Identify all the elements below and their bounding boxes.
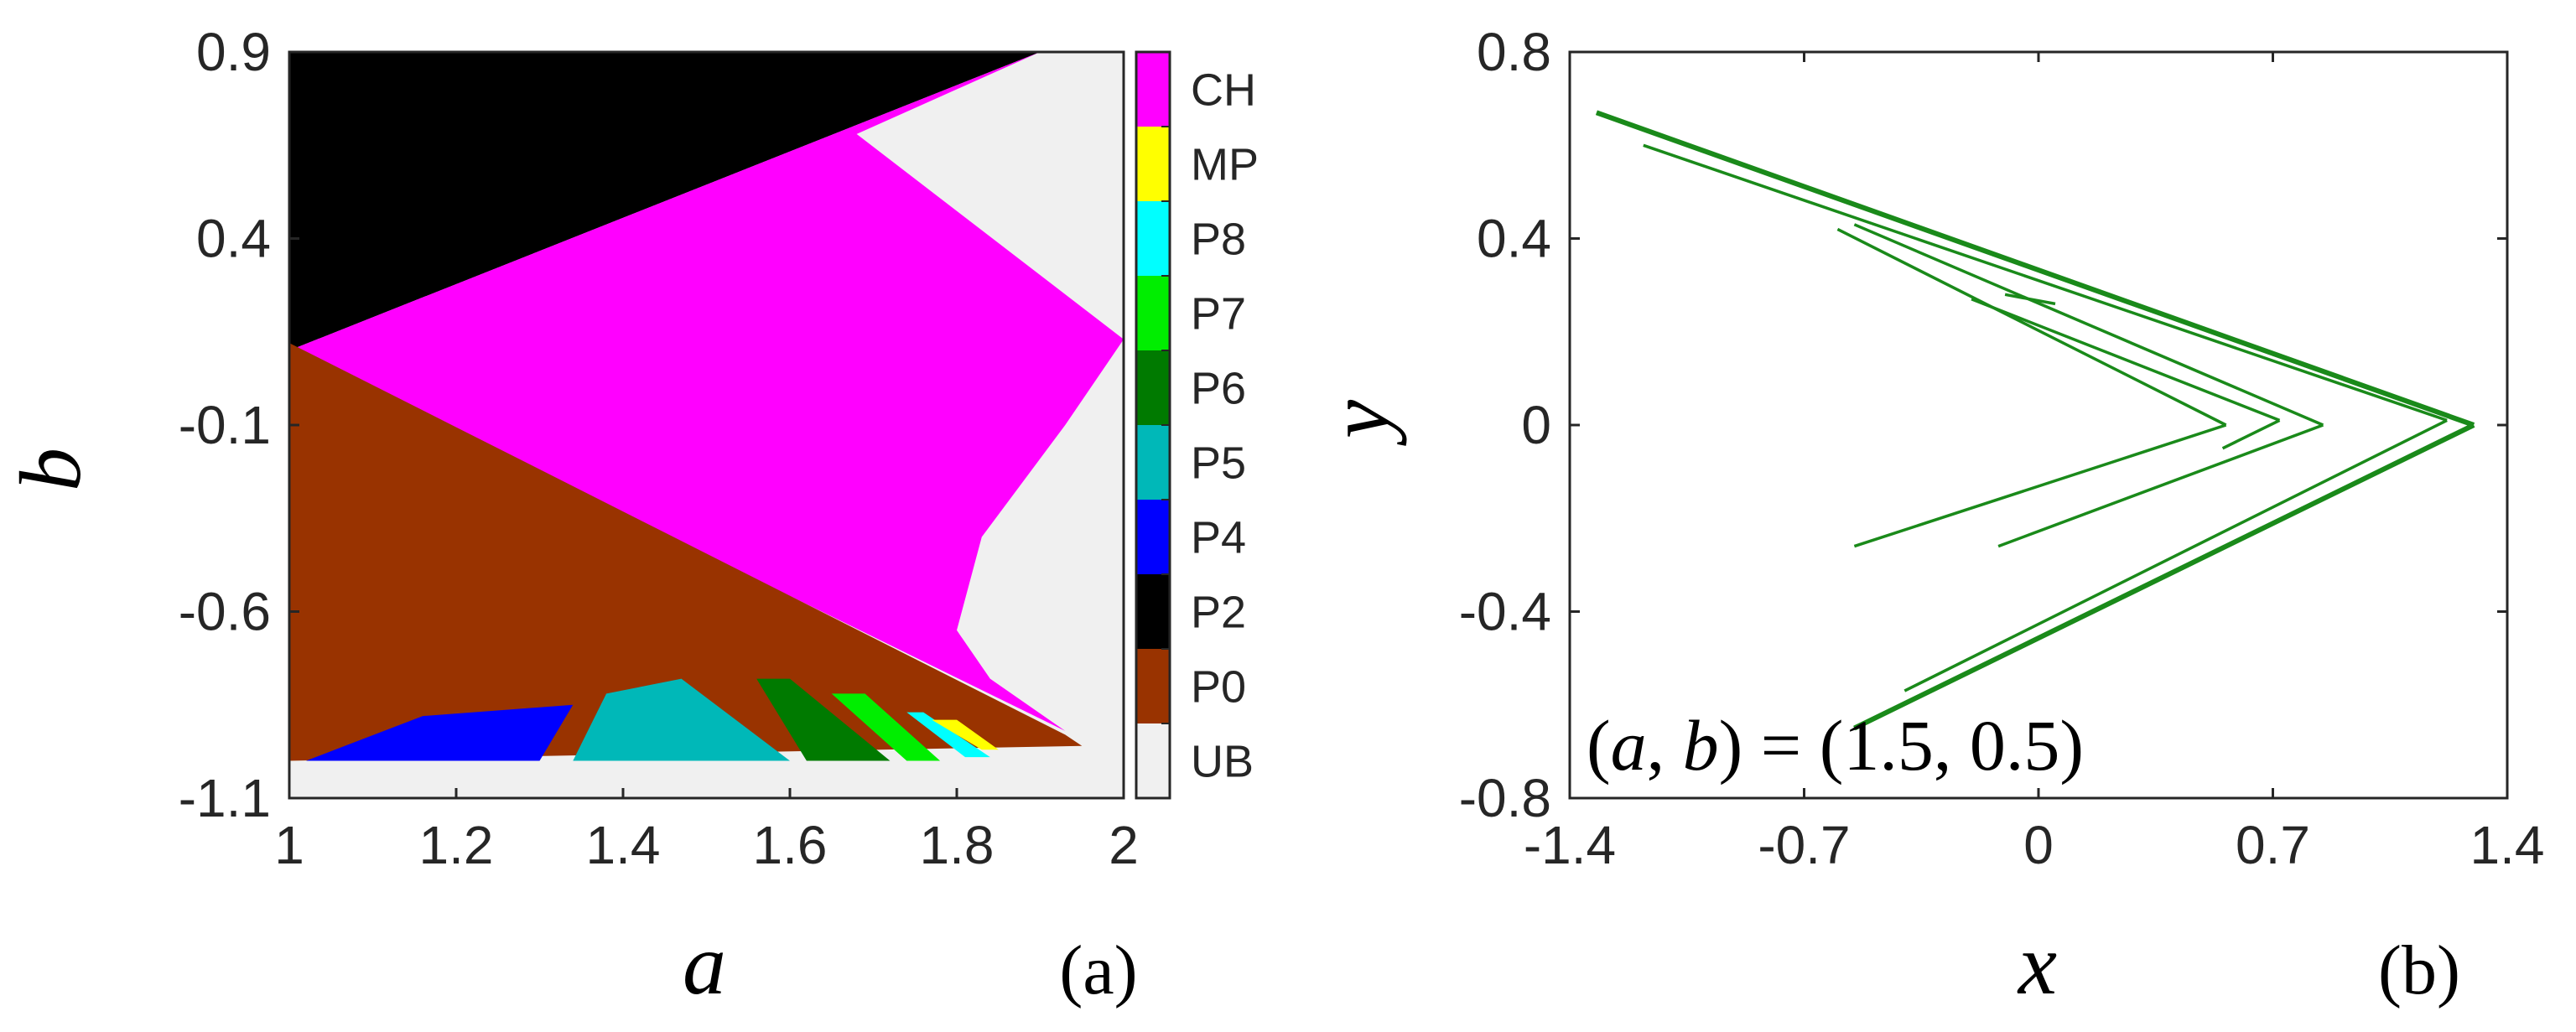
legend-label-p8: P8 xyxy=(1191,215,1246,265)
series-fold-7 xyxy=(1971,298,2281,423)
panel-b-axes-background xyxy=(1570,52,2507,798)
legend-label-p5: P5 xyxy=(1191,438,1246,489)
wedge-p7 xyxy=(831,693,941,761)
wedge-mp xyxy=(932,719,999,750)
panel-b-parameter-annotation: (a, b) = (1.5, 0.5) xyxy=(1587,705,2084,786)
b-y-tick-label: 0.8 xyxy=(1477,22,1551,82)
a-x-tick-label: 1.8 xyxy=(920,815,995,875)
a-y-tick-label: -0.6 xyxy=(179,582,271,642)
panel-b-y-axis-label: y xyxy=(1311,399,1407,446)
legend-swatch-ch xyxy=(1136,52,1170,127)
a-x-tick-label: 2 xyxy=(1109,815,1139,875)
legend-label-mp: MP xyxy=(1191,140,1259,190)
colorbar-legend: CH MP P8 P7 P6 P5 P4 P2 P0 UB xyxy=(1135,50,1259,800)
panel-b-phase-portrait: -1.4 -0.7 0 0.7 1.4 0.8 0.4 0 -0.4 -0.8 (a, b) =… xyxy=(1311,22,2544,1013)
legend-labels: CH MP P8 P7 P6 P5 P4 P2 P0 UB xyxy=(1191,65,1259,787)
series-fold-8 xyxy=(2221,418,2281,450)
legend-label-ub: UB xyxy=(1191,737,1254,787)
legend-label-p6: P6 xyxy=(1191,364,1246,414)
series-attractor-outer-lower xyxy=(1853,423,2475,731)
wedge-p6 xyxy=(756,678,891,761)
b-y-tick-label: 0.4 xyxy=(1477,209,1551,269)
b-y-tick-label: -0.8 xyxy=(1459,768,1551,828)
a-x-tick-label: 1.4 xyxy=(586,815,661,875)
panel-a-x-axis-label: a xyxy=(683,916,726,1013)
b-x-tick-label: 1.4 xyxy=(2470,815,2545,875)
panel-b-x-axis-label: x xyxy=(2017,916,2057,1013)
panel-b-attractor-lines xyxy=(1595,110,2475,731)
legend-swatch-p0 xyxy=(1136,649,1170,724)
series-attractor-outer-upper xyxy=(1595,110,2475,428)
panel-b-x-ticks: -1.4 -0.7 0 0.7 1.4 xyxy=(1524,52,2545,875)
panel-a-bifurcation-map: 1 1.2 1.4 1.6 1.8 2 0.9 0.4 -0.1 -0.6 -1.1 a b (a… xyxy=(3,22,1139,1013)
b-x-tick-label: -1.4 xyxy=(1524,815,1616,875)
panel-a-regions xyxy=(289,52,1124,798)
b-y-tick-label: -0.4 xyxy=(1459,582,1551,642)
legend-swatch-p2 xyxy=(1136,574,1170,650)
panel-a-x-ticks: 1 1.2 1.4 1.6 1.8 2 xyxy=(274,788,1139,875)
panel-b-label: (b) xyxy=(2378,931,2460,1009)
panel-a-y-axis-label: b xyxy=(3,448,99,491)
legend-label-p0: P0 xyxy=(1191,662,1246,713)
b-x-tick-label: 0.7 xyxy=(2236,815,2310,875)
colorbar-frame xyxy=(1135,50,1171,800)
a-y-tick-label: -1.1 xyxy=(179,768,271,828)
a-y-tick-label: -0.1 xyxy=(179,395,271,455)
legend-swatch-mp xyxy=(1136,127,1170,202)
legend-swatch-p6 xyxy=(1136,350,1170,426)
series-fold-3 xyxy=(1853,223,2324,427)
legend-swatches xyxy=(1136,52,1170,799)
series-fold-5 xyxy=(1836,227,2227,427)
series-fold-4 xyxy=(1997,423,2324,548)
series-fold-9 xyxy=(2004,293,2056,306)
legend-label-ch: CH xyxy=(1191,65,1256,116)
panel-a-label: (a) xyxy=(1059,931,1137,1009)
a-x-tick-label: 1.2 xyxy=(419,815,494,875)
region-ch xyxy=(289,52,1124,731)
legend-swatch-p7 xyxy=(1136,276,1170,351)
region-p0 xyxy=(289,343,1083,761)
wedge-p5 xyxy=(573,678,790,761)
series-fold-1 xyxy=(1643,143,2448,423)
legend-swatch-p5 xyxy=(1136,425,1170,500)
b-y-tick-label: 0 xyxy=(1521,395,1551,455)
a-y-tick-label: 0.4 xyxy=(196,209,271,269)
panel-a-y-ticks: 0.9 0.4 -0.1 -0.6 -1.1 xyxy=(179,22,299,828)
legend-label-p2: P2 xyxy=(1191,588,1246,638)
a-x-tick-label: 1.6 xyxy=(753,815,828,875)
legend-swatch-p4 xyxy=(1136,500,1170,575)
a-y-tick-label: 0.9 xyxy=(196,22,271,82)
series-fold-2 xyxy=(1903,418,2448,692)
panel-b-y-ticks: 0.8 0.4 0 -0.4 -0.8 xyxy=(1459,22,2507,828)
b-x-tick-label: -0.7 xyxy=(1758,815,1850,875)
a-x-tick-label: 1 xyxy=(274,815,304,875)
wedge-p4 xyxy=(305,704,574,761)
wedge-p8 xyxy=(906,712,990,758)
legend-swatch-ub xyxy=(1136,723,1170,799)
legend-swatch-p8 xyxy=(1136,201,1170,277)
legend-label-p7: P7 xyxy=(1191,289,1246,340)
legend-label-p4: P4 xyxy=(1191,513,1246,563)
series-fold-6 xyxy=(1853,423,2227,548)
b-x-tick-label: 0 xyxy=(2023,815,2054,875)
